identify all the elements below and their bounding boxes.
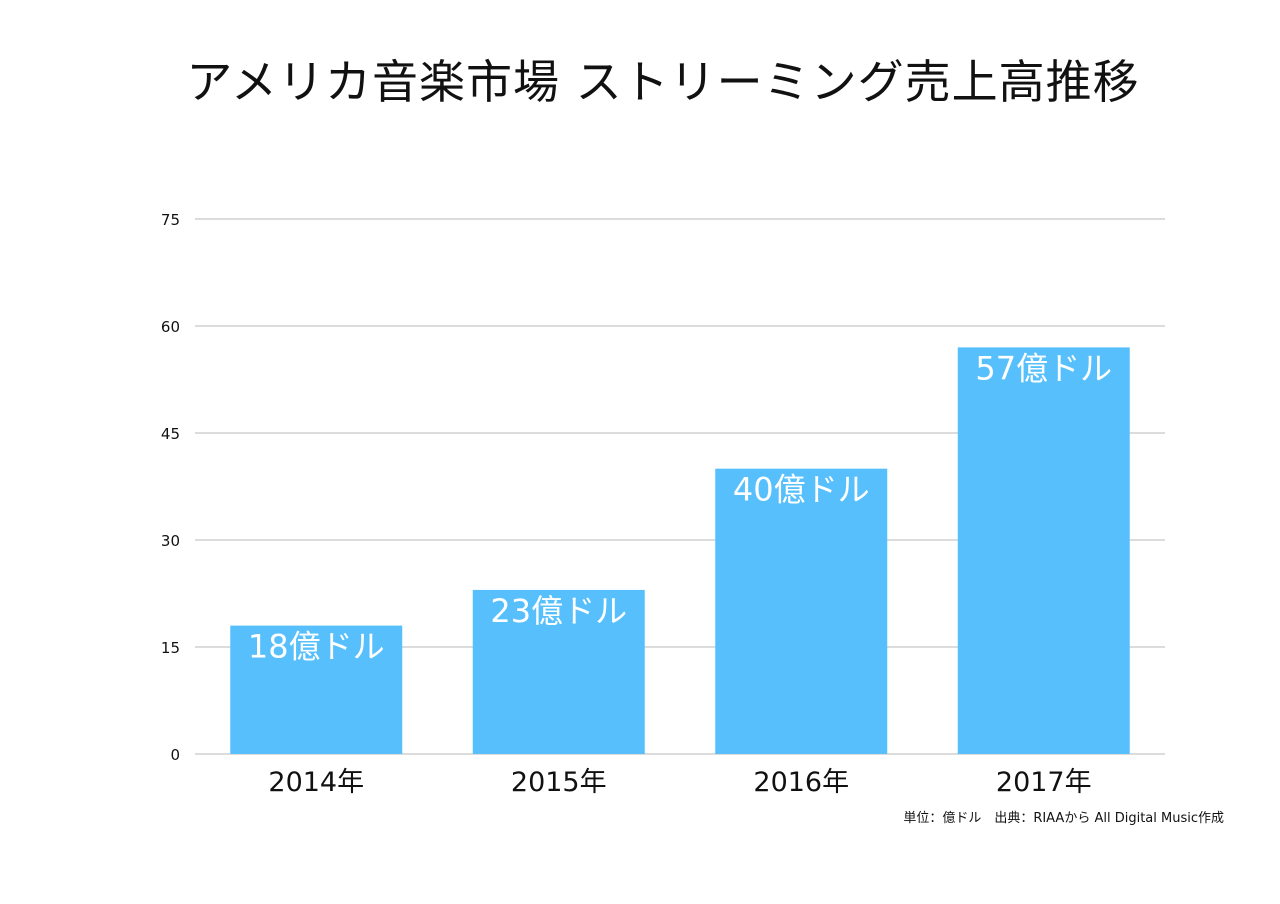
bar-3 xyxy=(715,468,888,754)
chart-title: アメリカ音楽市場 ストリーミング売上高推移 xyxy=(186,55,1140,109)
x-tick-label: 2015年 xyxy=(511,767,607,798)
bar-2 xyxy=(472,589,645,754)
x-tick-label: 2014年 xyxy=(268,767,364,798)
bar-1 xyxy=(230,625,403,754)
y-tick-label: 60 xyxy=(161,318,180,336)
source-note: 単位：億ドル 出典：RIAAから All Digital Music作成 xyxy=(903,811,1224,826)
y-tick-label: 30 xyxy=(161,532,180,550)
y-tick-label: 15 xyxy=(161,639,180,657)
y-tick-label: 75 xyxy=(161,211,180,229)
x-tick-label: 2017年 xyxy=(996,767,1092,798)
data-label: 18億ドル xyxy=(248,628,385,666)
y-tick-label: 0 xyxy=(170,746,180,764)
y-tick-label: 45 xyxy=(161,425,180,443)
x-axis-ticks: 2014年 2015年 2016年 2017年 xyxy=(268,767,1091,798)
data-label: 40億ドル xyxy=(733,471,870,509)
x-tick-label: 2016年 xyxy=(753,767,849,798)
y-axis-ticks: 0 15 30 45 60 75 xyxy=(161,211,180,764)
data-label: 57億ドル xyxy=(975,349,1112,387)
data-labels: 18億ドル 23億ドル 40億ドル 57億ドル xyxy=(248,349,1112,665)
data-label: 23億ドル xyxy=(490,592,627,630)
bar-4 xyxy=(957,347,1130,754)
bars xyxy=(230,347,1130,754)
